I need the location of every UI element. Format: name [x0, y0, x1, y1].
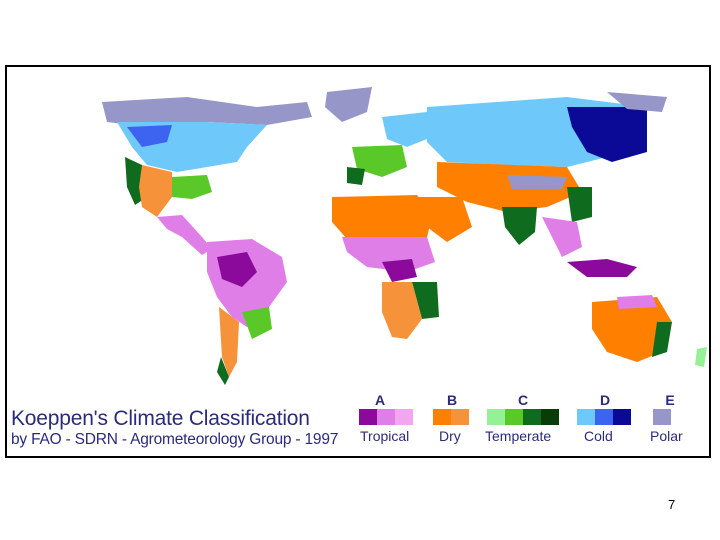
legend-name-dry: Dry [439, 428, 461, 444]
legend-swatches-polar [653, 409, 671, 425]
europe-temperate [352, 145, 407, 177]
legend-swatch [433, 409, 451, 425]
south-america-tropical-dark [217, 252, 257, 287]
legend-swatches-dry [433, 409, 469, 425]
legend-swatch [595, 409, 613, 425]
africa-sahara-dry [332, 195, 432, 239]
legend-swatch [577, 409, 595, 425]
africa-south [382, 282, 422, 339]
southeast-asia-tropical [542, 217, 582, 257]
legend-swatch [377, 409, 395, 425]
legend-swatches-cold [577, 409, 631, 425]
legend-swatch [541, 409, 559, 425]
north-america-cold-dark [127, 125, 172, 147]
north-america-dry [139, 165, 172, 217]
north-america-polar [102, 97, 312, 127]
asia-dry [437, 162, 582, 212]
greenland-polar [325, 87, 372, 122]
south-america-southern-tip [217, 357, 229, 385]
figure-subtitle: by FAO - SDRN - Agrometeorology Group - … [11, 431, 339, 448]
page-number: 7 [668, 497, 676, 512]
australia-east-temperate [652, 322, 672, 357]
legend-letter-b: B [446, 392, 458, 408]
legend-swatch [523, 409, 541, 425]
legend-swatch [359, 409, 377, 425]
legend-letter-e: E [665, 392, 675, 408]
figure-frame: Koeppen's Climate Classification by FAO … [5, 65, 711, 458]
legend-swatches-tropical [359, 409, 413, 425]
legend-name-temperate: Temperate [485, 428, 552, 444]
legend-swatch [613, 409, 631, 425]
himalaya-polar [507, 175, 567, 189]
australia-tropical [617, 295, 657, 309]
arabia-dry [417, 197, 472, 242]
siberia-cold-dark [567, 107, 647, 162]
legend-swatches-temperate [487, 409, 559, 425]
south-america-dry [219, 307, 239, 377]
legend-swatch [505, 409, 523, 425]
central-america [157, 215, 212, 255]
legend-swatch [487, 409, 505, 425]
legend-swatch [451, 409, 469, 425]
legend-name-cold: Cold [584, 428, 613, 444]
india-temperate [502, 207, 537, 245]
legend-letter-a: A [374, 392, 386, 408]
figure-title: Koeppen's Climate Classification [11, 407, 310, 430]
africa-rainforest [382, 259, 417, 282]
south-america-temperate [242, 307, 272, 339]
legend-swatch [395, 409, 413, 425]
legend-letter-c: C [517, 392, 529, 408]
australia-dry [592, 297, 672, 362]
scandinavia-cold [382, 112, 432, 147]
legend-letter-d: D [599, 392, 611, 408]
north-america-temperate-east [172, 175, 212, 199]
europe-dark [347, 167, 365, 185]
indonesia-tropical [567, 259, 637, 277]
legend-name-polar: Polar [650, 428, 683, 444]
east-asia-temperate [567, 187, 592, 222]
africa-east-temperate [412, 282, 439, 319]
legend-name-tropical: Tropical [360, 428, 410, 444]
siberia-polar [607, 92, 667, 112]
legend-swatch [653, 409, 671, 425]
new-zealand [695, 347, 707, 367]
world-climate-map [102, 87, 707, 385]
